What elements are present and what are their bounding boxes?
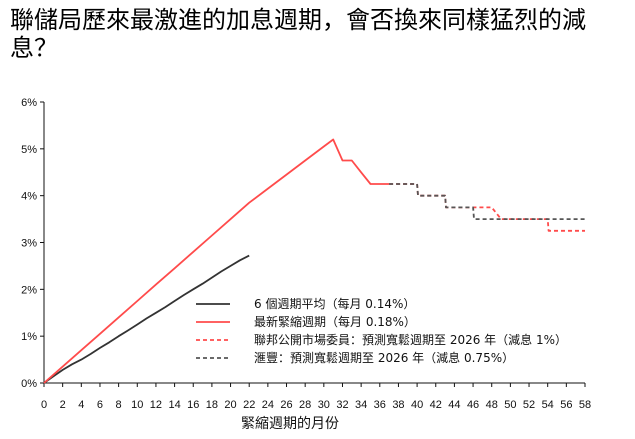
y-tick-label: 0% xyxy=(21,378,37,390)
y-tick-label: 2% xyxy=(21,284,37,296)
x-tick-label: 40 xyxy=(411,399,423,411)
x-tick-label: 2 xyxy=(60,399,66,411)
y-tick-label: 3% xyxy=(21,238,37,250)
x-tick-label: 58 xyxy=(579,399,591,411)
x-tick-label: 44 xyxy=(448,399,460,411)
x-tick-label: 20 xyxy=(224,399,236,411)
x-tick-label: 54 xyxy=(542,399,554,411)
x-tick-label: 12 xyxy=(150,399,162,411)
x-tick-label: 6 xyxy=(97,399,103,411)
legend-label-4: 滙豐：預測寬鬆週期至 2026 年（減息 0.75%） xyxy=(254,350,514,365)
y-tick-label: 5% xyxy=(21,144,37,156)
x-tick-label: 48 xyxy=(486,399,498,411)
x-tick-label: 30 xyxy=(318,399,330,411)
x-tick-label: 22 xyxy=(243,399,255,411)
y-tick-label: 6% xyxy=(21,97,37,109)
series-line-4 xyxy=(389,183,585,221)
x-tick-label: 18 xyxy=(206,399,218,411)
series-line-2 xyxy=(43,138,390,384)
x-tick-label: 4 xyxy=(78,399,84,411)
x-tick-label: 34 xyxy=(355,399,367,411)
legend: 6 個週期平均（每月 0.14%） 最新緊縮週期（每月 0.18%） 聯邦公開市場委… xyxy=(196,296,567,365)
legend-label-3: 聯邦公開市場委員：預測寬鬆週期至 2026 年（減息 1%） xyxy=(254,332,567,347)
x-tick-label: 16 xyxy=(187,399,199,411)
x-tick-label: 14 xyxy=(168,399,180,411)
x-tick-label: 42 xyxy=(430,399,442,411)
x-tick-label: 26 xyxy=(280,399,292,411)
legend-label-1: 6 個週期平均（每月 0.14%） xyxy=(254,296,415,311)
x-tick-label: 38 xyxy=(392,399,404,411)
legend-label-2: 最新緊縮週期（每月 0.18%） xyxy=(254,314,416,329)
x-tick-label: 50 xyxy=(504,399,516,411)
x-tick-group: 0 2 4 6 8 10 12 14 16 18 20 22 24 26 28 30 32 34 36 38 40 42 4… xyxy=(41,383,591,411)
y-tick-group: 0% 1% 2% 3% 4% 5% 6% xyxy=(21,97,44,390)
x-tick-label: 0 xyxy=(41,399,47,411)
x-axis-label: 緊縮週期的月份 xyxy=(241,416,339,432)
x-tick-label: 10 xyxy=(131,399,143,411)
x-tick-label: 36 xyxy=(374,399,386,411)
chart-title: 聯儲局歷來最激進的加息週期，會否換來同樣猛烈的減息？ xyxy=(10,6,586,62)
x-tick-label: 52 xyxy=(523,399,535,411)
x-tick-label: 24 xyxy=(262,399,274,411)
series-group xyxy=(43,138,585,384)
x-tick-label: 56 xyxy=(560,399,572,411)
x-tick-label: 8 xyxy=(116,399,122,411)
x-tick-label: 28 xyxy=(299,399,311,411)
y-tick-label: 1% xyxy=(21,331,37,343)
y-tick-label: 4% xyxy=(21,191,37,203)
series-line-1 xyxy=(43,254,250,384)
x-tick-label: 32 xyxy=(336,399,348,411)
x-tick-label: 46 xyxy=(467,399,479,411)
